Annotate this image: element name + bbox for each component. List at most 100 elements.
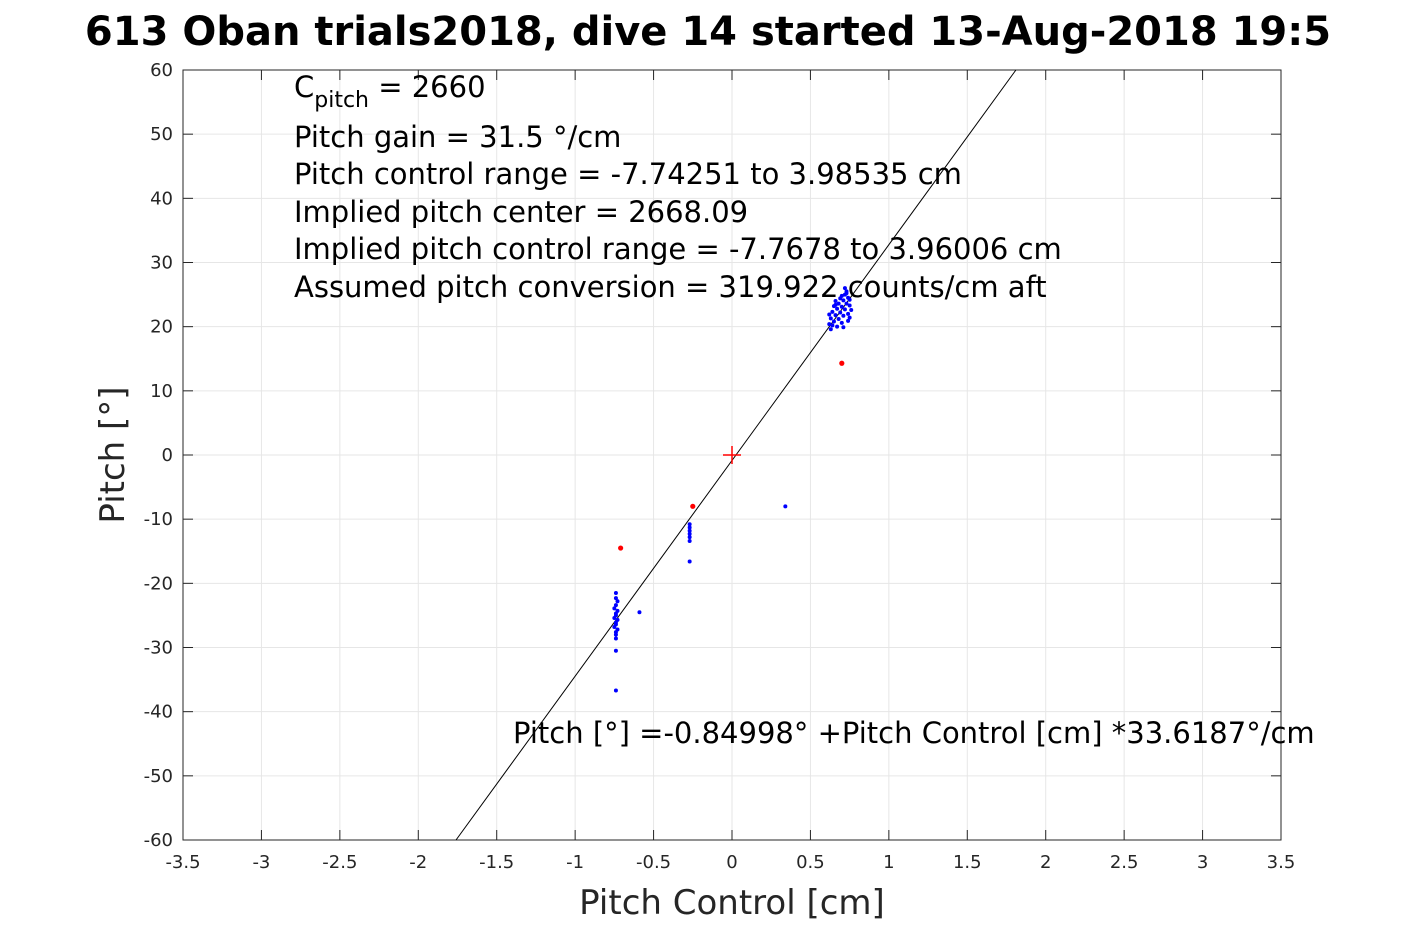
- x-tick-label: -3: [252, 852, 270, 873]
- implied-pitch-center-annotation: Implied pitch center = 2668.09: [294, 195, 748, 229]
- data-point: [827, 312, 832, 317]
- data-point: [615, 599, 620, 604]
- data-point: [847, 297, 852, 302]
- data-point: [839, 304, 844, 309]
- fit-equation-annotation: Pitch [°] =-0.84998° +Pitch Control [cm]…: [513, 716, 1315, 750]
- data-point: [613, 688, 618, 693]
- cpitch-symbol: C: [294, 70, 314, 104]
- data-point: [613, 636, 618, 641]
- data-point: [613, 648, 618, 653]
- y-tick-label: 40: [150, 188, 173, 209]
- y-tick-label: 10: [150, 381, 173, 402]
- data-point: [849, 307, 854, 312]
- cpitch-value: = 2660: [369, 70, 486, 104]
- data-point: [687, 538, 692, 543]
- y-axis-label: Pitch [°]: [93, 386, 133, 523]
- x-tick-label: -1: [566, 852, 584, 873]
- y-tick-label: 60: [150, 60, 173, 81]
- axis-ticks: [182, 69, 1282, 841]
- data-point: [838, 310, 843, 315]
- data-point: [690, 503, 696, 509]
- data-point: [783, 504, 788, 509]
- data-point: [836, 316, 841, 321]
- data-point: [844, 301, 849, 306]
- data-point: [828, 316, 833, 321]
- parameter-annotations: Cpitch = 2660 Pitch gain = 31.5 °/cm Pit…: [294, 70, 1315, 750]
- data-point: [827, 322, 832, 327]
- data-point: [612, 606, 617, 611]
- data-point: [687, 525, 692, 530]
- data-point: [836, 301, 841, 306]
- data-point: [637, 610, 642, 615]
- data-point: [846, 311, 851, 316]
- data-point: [847, 303, 852, 308]
- data-point: [687, 535, 692, 540]
- data-point: [839, 293, 844, 298]
- data-point: [839, 360, 845, 366]
- data-point: [830, 323, 835, 328]
- y-tick-label: 0: [162, 445, 173, 466]
- x-tick-label: 3: [1197, 852, 1208, 873]
- data-point: [847, 315, 852, 320]
- tick-labels: -3.5 -3 -2.5 -2 -1.5 -1 -0.5 0 0.5 1 1.5 2 2.5 3 3.5 -6…: [144, 60, 1296, 873]
- data-point: [613, 603, 618, 608]
- data-point: [831, 319, 836, 324]
- x-tick-label: 2: [1040, 852, 1051, 873]
- assumed-conversion-annotation: Assumed pitch conversion = 319.922 count…: [294, 270, 1047, 304]
- data-point: [828, 327, 833, 332]
- x-tick-label: 0: [726, 852, 737, 873]
- cpitch-annotation: Cpitch = 2660: [294, 70, 486, 113]
- data-point: [842, 307, 847, 312]
- data-point: [613, 590, 618, 595]
- data-point: [841, 298, 846, 303]
- x-tick-label: -3.5: [165, 852, 200, 873]
- x-tick-label: -0.5: [636, 852, 671, 873]
- data-point: [830, 309, 835, 314]
- y-tick-label: -60: [144, 830, 173, 851]
- x-tick-label: 1.5: [953, 852, 982, 873]
- data-point: [687, 559, 692, 564]
- y-tick-label: 20: [150, 317, 173, 338]
- data-point: [841, 313, 846, 318]
- data-point: [613, 632, 618, 637]
- data-point: [833, 302, 838, 307]
- y-tick-label: 30: [150, 253, 173, 274]
- data-point: [687, 531, 692, 536]
- data-point: [841, 325, 846, 330]
- x-tick-label: 3.5: [1267, 852, 1296, 873]
- x-tick-label: 2.5: [1110, 852, 1139, 873]
- plot-marks: [455, 69, 1017, 841]
- pitch-control-range-annotation: Pitch control range = -7.74251 to 3.9853…: [294, 157, 962, 191]
- y-tick-label: -50: [144, 766, 173, 787]
- grid-lines: [183, 70, 1281, 840]
- x-tick-label: 0.5: [796, 852, 825, 873]
- x-axis-label: Pitch Control [cm]: [579, 883, 885, 923]
- cpitch-subscript: pitch: [314, 88, 369, 113]
- y-tick-label: -20: [144, 573, 173, 594]
- y-tick-label: -40: [144, 702, 173, 723]
- data-point: [613, 596, 618, 601]
- implied-pitch-range-annotation: Implied pitch control range = -7.7678 to…: [294, 232, 1062, 266]
- data-point: [618, 545, 624, 551]
- x-tick-label: -2: [409, 852, 427, 873]
- data-point: [612, 615, 617, 620]
- data-point: [833, 313, 838, 318]
- data-point: [687, 522, 692, 527]
- data-point: [833, 299, 838, 303]
- pitch-gain-annotation: Pitch gain = 31.5 °/cm: [294, 120, 621, 154]
- y-tick-label: -30: [144, 638, 173, 659]
- x-tick-label: -2.5: [322, 852, 357, 873]
- x-tick-label: 1: [883, 852, 894, 873]
- chart-title: 613 Oban trials2018, dive 14 started 13-…: [85, 9, 1331, 55]
- data-point: [687, 528, 692, 533]
- data-point: [835, 324, 840, 329]
- x-tick-label: -1.5: [479, 852, 514, 873]
- data-point: [846, 318, 851, 323]
- data-point: [844, 291, 849, 296]
- data-point: [612, 624, 617, 629]
- y-tick-label: 50: [150, 124, 173, 145]
- data-point: [842, 286, 847, 291]
- data-point: [835, 306, 840, 311]
- data-point: [839, 320, 844, 325]
